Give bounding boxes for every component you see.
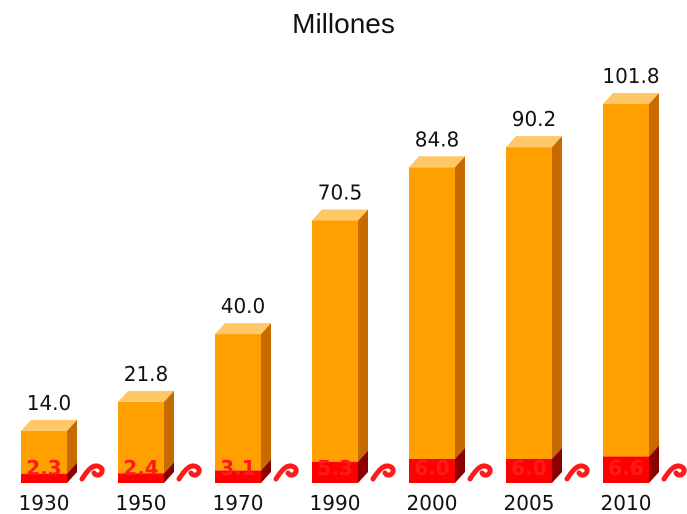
x-tick-label: 1990 xyxy=(310,491,361,514)
base-value-label: 6.0 xyxy=(511,456,546,480)
base-bar xyxy=(215,470,261,483)
bar-top xyxy=(312,209,368,221)
value-label: 90.2 xyxy=(512,107,557,131)
base-bar xyxy=(603,456,649,483)
bar-side xyxy=(261,323,271,471)
x-tick-label: 1950 xyxy=(116,491,167,514)
bar-group-1950 xyxy=(118,390,202,483)
value-label: 40.0 xyxy=(221,294,266,318)
bar-top xyxy=(506,136,562,148)
base-value-label: 3.1 xyxy=(220,456,255,480)
bar-side xyxy=(455,156,465,459)
base-bar-side xyxy=(649,445,659,483)
swirl-icon xyxy=(661,463,687,482)
bar xyxy=(215,334,261,471)
bar-top xyxy=(21,419,77,431)
bar-side xyxy=(67,419,77,474)
swirl-icon xyxy=(273,463,299,482)
base-value-label: 6.6 xyxy=(608,456,643,480)
base-bar-side xyxy=(67,462,77,483)
x-tick-label: 2005 xyxy=(504,491,555,514)
labels-layer: 14.0 2.3 1930 21.8 2.4 1950 40.0 3.1 1970 70.5 5.3… xyxy=(19,64,660,514)
bar xyxy=(312,220,358,462)
bar-top xyxy=(603,93,659,104)
base-value-label: 2.3 xyxy=(26,456,61,480)
chart-title: Millones xyxy=(292,8,395,39)
base-bar xyxy=(312,461,358,483)
bar-group-2010 xyxy=(603,93,687,483)
bar-group-2005 xyxy=(506,136,590,483)
bar-side xyxy=(649,93,659,457)
base-bar-side xyxy=(552,448,562,483)
base-value-label: 2.4 xyxy=(123,456,158,480)
bar xyxy=(506,147,552,459)
bar-top xyxy=(215,323,271,335)
x-tick-label: 1930 xyxy=(19,491,70,514)
bar-top xyxy=(409,156,465,168)
bar xyxy=(409,167,455,459)
bar-group-1930 xyxy=(21,419,105,483)
value-label: 101.8 xyxy=(602,64,659,88)
swirl-icon xyxy=(467,463,493,482)
bar xyxy=(21,430,67,474)
base-bar-side xyxy=(358,450,368,483)
base-bar-side xyxy=(455,448,465,483)
bar-group-1970 xyxy=(215,323,299,483)
base-bar-side xyxy=(164,462,174,483)
swirl-icon xyxy=(176,463,202,482)
value-label: 84.8 xyxy=(415,127,460,151)
bar-group-2000 xyxy=(409,156,493,483)
bar-top xyxy=(118,390,174,402)
value-label: 70.5 xyxy=(318,181,363,205)
x-tick-label: 1970 xyxy=(213,491,264,514)
bar-side xyxy=(552,136,562,459)
base-value-label: 5.3 xyxy=(317,456,352,480)
base-bar xyxy=(409,459,455,483)
base-bar-side xyxy=(261,459,271,483)
value-label: 21.8 xyxy=(124,362,169,386)
bars-layer xyxy=(21,93,687,483)
base-bar xyxy=(118,473,164,483)
base-bar xyxy=(21,473,67,483)
swirl-icon xyxy=(79,463,105,482)
bar xyxy=(118,401,164,474)
value-label: 14.0 xyxy=(27,391,72,415)
bar-side xyxy=(358,209,368,462)
base-value-label: 6.0 xyxy=(414,456,449,480)
swirl-icon xyxy=(370,463,396,482)
x-tick-label: 2000 xyxy=(407,491,458,514)
bar-side xyxy=(164,390,174,474)
x-tick-label: 2010 xyxy=(601,491,652,514)
swirl-icon xyxy=(564,463,590,482)
base-bar xyxy=(506,459,552,483)
bar xyxy=(603,104,649,457)
bar-group-1990 xyxy=(312,209,396,483)
